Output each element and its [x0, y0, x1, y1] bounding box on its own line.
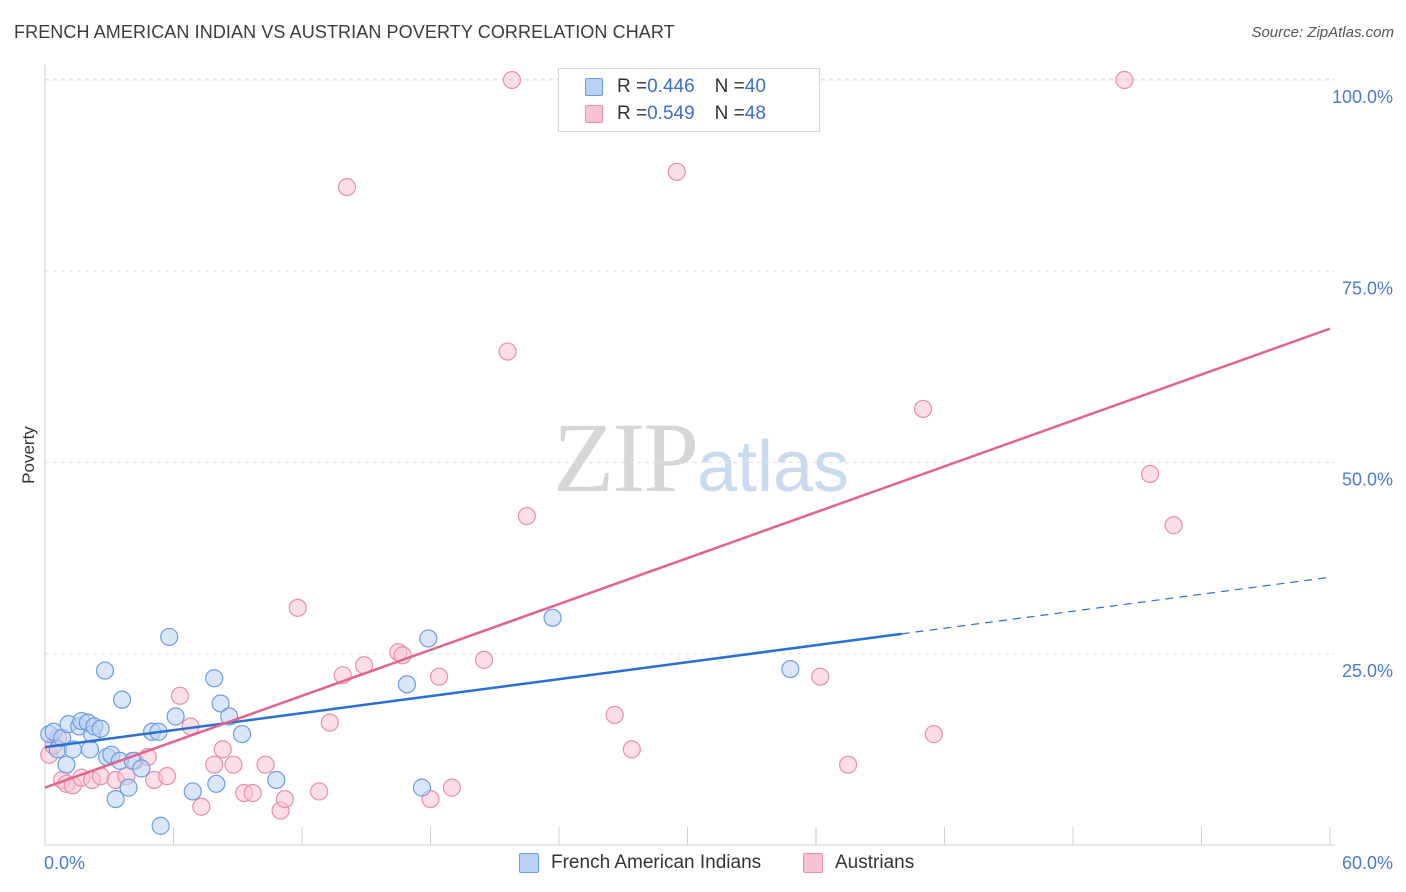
y-tick-label: 100.0% — [1332, 87, 1393, 107]
legend-n-value: 48 — [744, 103, 766, 124]
point-austrians — [605, 705, 624, 725]
legend-label: Austrians — [835, 852, 915, 873]
trendline-austrians — [44, 327, 1331, 789]
point-austrians — [157, 767, 177, 786]
point-french-american-indians — [781, 659, 800, 679]
x-tick-label: 60.0% — [1342, 853, 1393, 873]
legend-row-blue: R = 0.446 N = 40 — [585, 75, 766, 99]
point-austrians — [337, 178, 357, 197]
point-austrians — [256, 755, 275, 774]
point-austrians — [839, 755, 858, 774]
point-austrians — [1164, 516, 1183, 535]
y-tick-label: 75.0% — [1342, 278, 1393, 298]
point-french-american-indians — [205, 669, 224, 688]
point-french-american-indians — [160, 627, 179, 647]
point-austrians — [320, 713, 339, 732]
point-austrians — [429, 667, 449, 686]
legend-swatch-blue — [519, 853, 539, 873]
legend-r-value: 0.446 — [647, 76, 695, 97]
point-austrians — [1115, 70, 1134, 90]
point-french-american-indians — [151, 816, 170, 835]
y-tick-label: 25.0% — [1342, 661, 1393, 681]
point-french-american-indians — [232, 724, 252, 744]
chart-source: Source: ZipAtlas.com — [1251, 24, 1394, 41]
point-french-american-indians — [211, 694, 230, 713]
point-french-american-indians — [91, 719, 110, 738]
point-french-american-indians — [412, 778, 432, 797]
point-austrians — [192, 797, 211, 816]
point-austrians — [498, 342, 517, 361]
point-austrians — [442, 778, 462, 797]
point-austrians — [622, 740, 641, 759]
point-french-american-indians — [119, 778, 138, 797]
watermark-atlas: atlas — [697, 427, 850, 507]
watermark-zip: ZIP — [553, 402, 699, 513]
legend-item-austrians: Austrians — [803, 852, 914, 874]
legend-r-label: R = — [617, 103, 648, 124]
legend-row-pink: R = 0.549 N = 48 — [585, 102, 766, 126]
legend-swatch-blue — [585, 78, 603, 96]
point-french-american-indians — [106, 789, 125, 809]
point-austrians — [924, 724, 943, 744]
point-austrians — [243, 783, 262, 803]
point-french-american-indians — [267, 770, 286, 790]
point-austrians — [213, 740, 232, 759]
point-austrians — [667, 162, 686, 181]
trendline-french-american-indians-extension — [901, 576, 1331, 635]
x-tick-label: 0.0% — [44, 853, 85, 873]
legend-swatch-pink — [585, 105, 603, 123]
legend-r-label: R = — [617, 76, 648, 97]
point-french-american-indians — [95, 661, 115, 680]
point-austrians — [224, 755, 243, 774]
trendline-french-american-indians — [44, 632, 902, 749]
legend-n-value: 40 — [744, 76, 766, 97]
point-austrians — [275, 789, 294, 809]
legend-item-french-american-indians: French American Indians — [519, 852, 761, 874]
legend-r-value: 0.549 — [647, 103, 695, 124]
point-french-american-indians — [132, 759, 151, 778]
watermark: ZIPatlas — [553, 400, 849, 515]
point-austrians — [474, 650, 494, 669]
point-french-american-indians — [166, 707, 185, 726]
point-austrians — [1140, 464, 1160, 484]
point-french-american-indians — [543, 608, 562, 627]
point-austrians — [502, 70, 521, 90]
point-french-american-indians — [112, 690, 132, 709]
point-austrians — [205, 755, 224, 774]
legend-n-label: N = — [714, 103, 745, 124]
point-french-american-indians — [397, 675, 417, 694]
point-austrians — [811, 667, 830, 686]
legend-correlation: R = 0.446 N = 40 R = 0.549 N = 48 — [558, 68, 820, 132]
point-austrians — [288, 598, 307, 617]
point-austrians — [170, 686, 190, 705]
chart-title: FRENCH AMERICAN INDIAN VS AUSTRIAN POVER… — [14, 22, 675, 42]
point-austrians — [310, 782, 329, 801]
point-austrians — [517, 506, 536, 526]
point-french-american-indians — [207, 774, 226, 793]
y-tick-label: 50.0% — [1342, 470, 1393, 490]
point-french-american-indians — [80, 740, 100, 759]
legend-n-label: N = — [714, 76, 745, 97]
legend-label: French American Indians — [551, 852, 762, 873]
point-french-american-indians — [419, 629, 438, 648]
point-austrians — [913, 399, 933, 419]
point-french-american-indians — [57, 755, 76, 774]
legend-series: French American Indians Austrians — [0, 852, 1406, 878]
legend-swatch-pink — [803, 853, 823, 873]
point-french-american-indians — [183, 782, 202, 801]
y-axis-title: Poverty — [19, 426, 38, 484]
